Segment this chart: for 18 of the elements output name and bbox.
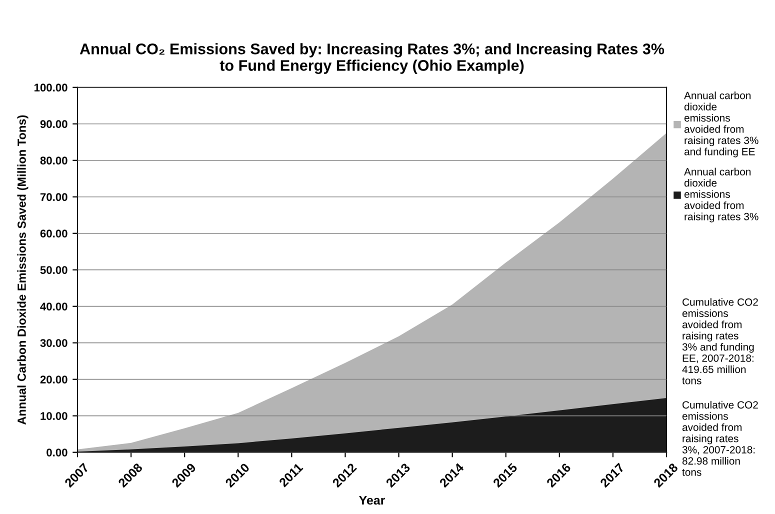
y-tick-label: 0.00 — [46, 448, 68, 456]
y-tick-label: 50.00 — [40, 266, 68, 274]
y-tick-label: 90.00 — [40, 120, 68, 128]
legend-label: Annual carbon dioxide emissions avoided from raising rates 3% and funding EE — [684, 92, 758, 158]
y-tick-label: 30.00 — [40, 339, 68, 347]
y-tick-label: 20.00 — [40, 376, 68, 384]
y-tick-label: 40.00 — [40, 302, 68, 310]
y-tick-label: 60.00 — [40, 230, 68, 238]
y-tick-label: 70.00 — [40, 193, 68, 201]
legend-label: Annual carbon dioxide emissions avoided from raising rates 3% — [684, 168, 758, 222]
y-tick-label: 80.00 — [40, 156, 68, 165]
text: Cumulative CO2 emissions avoided from raising rates 3% and funding EE, 2007-2018: 419.65 million tons — [682, 298, 758, 384]
y-tick-label: 10.00 — [40, 412, 68, 420]
y-tick-label: 100.00 — [34, 84, 68, 92]
y-axis-title: Annual Carbon Dioxide Emissions Saved (Million Tons) — [17, 115, 28, 425]
x-axis-title: Year — [359, 496, 386, 505]
text: Cumulative CO2 emissions avoided from raising rates 3%, 2007-2018: 82.98 million tons — [682, 400, 758, 476]
chart-title: Annual CO₂ Emissions Saved by: Increasing Rates 3%; and Increasing Rates 3% to Fund Energy Efficiency (Ohio Example) — [80, 43, 664, 74]
